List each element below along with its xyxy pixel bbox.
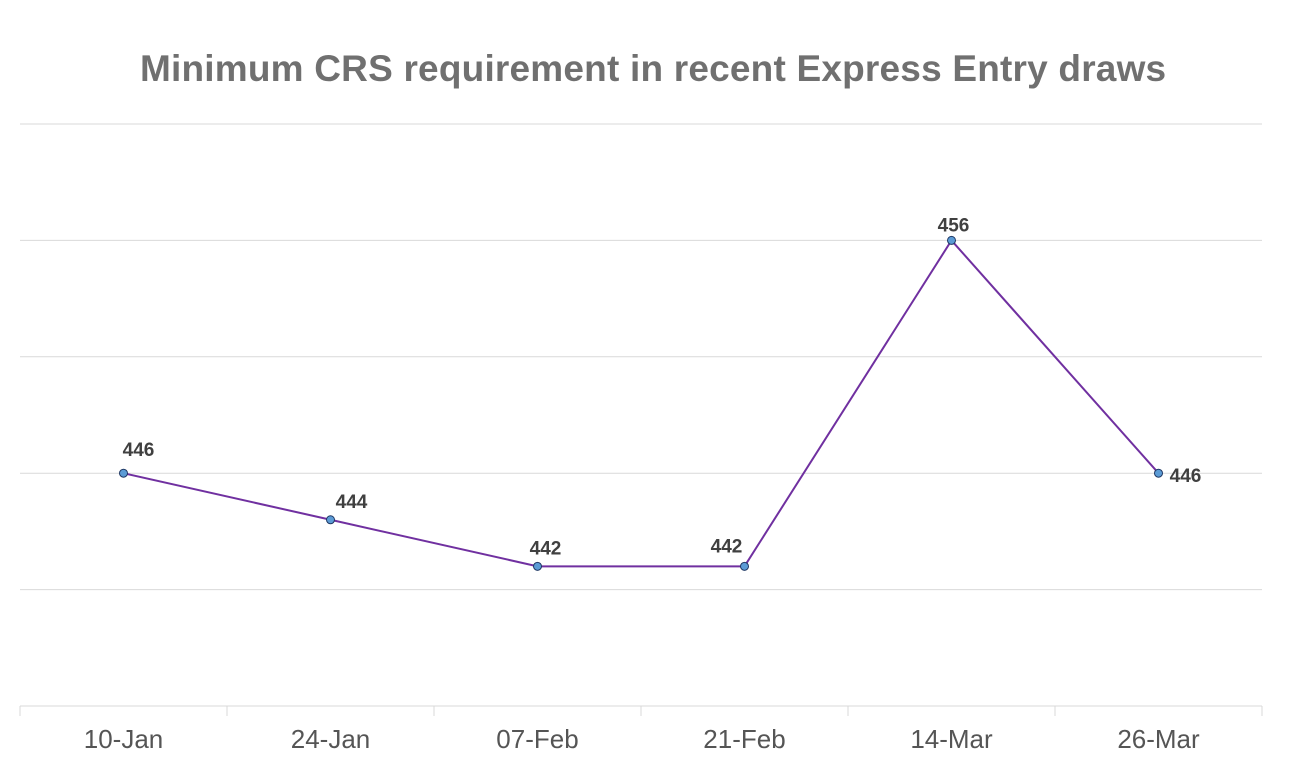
x-tick-label: 07-Feb [496,724,578,754]
x-tick-label: 26-Mar [1117,724,1200,754]
data-label: 444 [336,492,368,513]
data-point [533,561,542,571]
series-line [123,238,1160,568]
data-point [740,561,749,571]
data-point [1154,468,1163,478]
data-label: 442 [530,538,562,559]
data-label: 442 [711,536,743,557]
data-point [326,515,335,525]
chart-title: Minimum CRS requirement in recent Expres… [140,48,1167,89]
data-label: 446 [1170,466,1202,487]
x-tick-label: 21-Feb [703,724,785,754]
data-point [947,235,956,245]
x-tick-label: 10-Jan [84,724,164,754]
data-point [119,468,128,478]
data-label: 456 [938,215,970,236]
x-tick-label: 14-Mar [910,724,993,754]
data-label: 446 [123,440,155,461]
x-tick-label: 24-Jan [291,724,371,754]
